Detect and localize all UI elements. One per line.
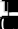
Line: Heparinized plasma: Heparinized plasma: [0, 10, 18, 29]
Legend: Heparinized plasma, EDTA plasma: Heparinized plasma, EDTA plasma: [0, 0, 7, 17]
Text: Figure 4: Figure 4: [1, 0, 18, 16]
Legend: Heparinized plasma, EDTA plasma: Heparinized plasma, EDTA plasma: [0, 0, 7, 1]
Line: Heparinized plasma: Heparinized plasma: [0, 0, 18, 14]
Line: EDTA plasma: EDTA plasma: [0, 10, 18, 27]
Line: EDTA plasma: EDTA plasma: [0, 0, 18, 13]
